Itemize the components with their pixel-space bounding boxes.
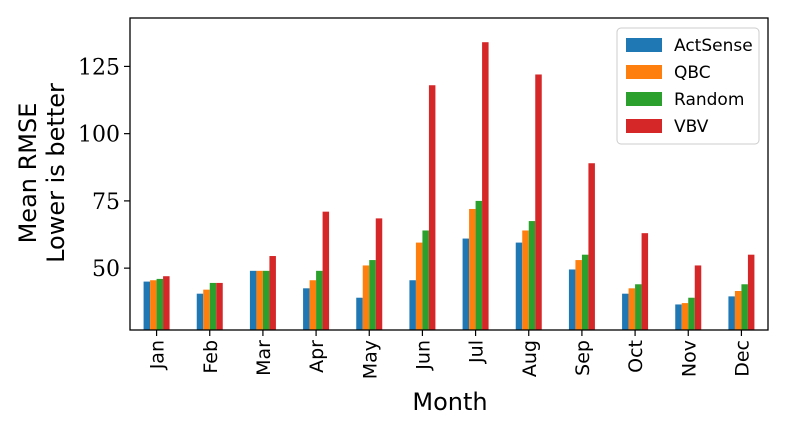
legend-swatch-actsense — [626, 38, 662, 52]
bar-vbv-oct — [641, 233, 649, 330]
bar-vbv-apr — [322, 211, 330, 330]
y-tick-label: 75 — [92, 190, 120, 215]
bar-actsense-apr — [303, 288, 310, 330]
bar-actsense-may — [356, 297, 363, 330]
x-tick-label-apr: Apr — [306, 340, 328, 373]
bar-random-mar — [262, 270, 270, 330]
bar-vbv-jun — [428, 85, 436, 331]
x-tick-label-mar: Mar — [253, 340, 275, 376]
y-tick-label: 100 — [78, 123, 120, 148]
legend-label-qbc: QBC — [674, 63, 711, 83]
x-tick-label-jul: Jul — [466, 340, 488, 364]
bar-actsense-feb — [196, 293, 204, 330]
bar-random-oct — [635, 284, 642, 330]
x-tick-label-sep: Sep — [572, 340, 594, 376]
x-tick-label-may: May — [359, 340, 381, 379]
y-axis-label-line1: Mean RMSE — [14, 103, 42, 244]
bar-qbc-jul — [469, 208, 476, 330]
x-tick-label-dec: Dec — [731, 340, 753, 377]
x-tick-label-oct: Oct — [625, 340, 647, 373]
y-tick-label: 50 — [92, 257, 120, 282]
bar-qbc-may — [362, 265, 370, 330]
plot-frame — [129, 17, 769, 331]
bar-qbc-oct — [628, 288, 636, 330]
bars-group — [143, 42, 755, 331]
x-tick-label-jan: Jan — [147, 340, 169, 370]
legend: ActSense QBC Random VBV — [616, 27, 760, 145]
bar-qbc-mar — [256, 270, 263, 330]
bar-qbc-jun — [415, 242, 423, 330]
x-axis-label: Month — [412, 388, 487, 416]
legend-label-actsense: ActSense — [674, 36, 753, 56]
x-tick-label-jun: Jun — [412, 340, 434, 371]
bar-vbv-aug — [535, 74, 542, 330]
bar-actsense-mar — [249, 270, 257, 330]
bar-random-feb — [209, 282, 217, 330]
bar-actsense-sep — [568, 269, 576, 330]
bar-actsense-oct — [622, 293, 629, 330]
bar-vbv-jan — [163, 276, 170, 330]
y-axis-label-line2: Lower is better — [42, 83, 70, 263]
legend-label-random: Random — [674, 90, 744, 110]
bar-actsense-aug — [515, 242, 523, 330]
bar-vbv-mar — [269, 256, 276, 330]
bar-vbv-sep — [588, 163, 595, 330]
bar-qbc-dec — [734, 291, 742, 330]
legend-label-vbv: VBV — [674, 117, 709, 137]
bar-random-aug — [528, 221, 536, 330]
bar-actsense-jun — [409, 280, 416, 330]
bar-actsense-dec — [728, 296, 735, 330]
y-axis: 50 75 100 125 — [78, 55, 130, 282]
x-tick-label-feb: Feb — [200, 340, 222, 374]
bar-random-may — [369, 260, 376, 330]
bar-vbv-nov — [694, 265, 702, 330]
bar-qbc-apr — [309, 280, 317, 330]
bar-vbv-jul — [482, 42, 489, 331]
bar-vbv-may — [375, 218, 383, 330]
y-tick-label: 125 — [78, 55, 120, 80]
bar-actsense-nov — [675, 304, 682, 330]
bar-random-nov — [688, 297, 695, 330]
bar-qbc-jan — [150, 280, 157, 330]
x-axis: Jan Feb Mar Apr May Jun Jul Aug Sep Oct Nov Dec — [147, 330, 753, 379]
bar-actsense-jan — [143, 281, 151, 330]
bar-random-sep — [581, 254, 589, 330]
bar-random-jan — [156, 278, 164, 330]
bar-qbc-nov — [681, 303, 689, 330]
bar-vbv-feb — [216, 282, 223, 330]
x-tick-label-aug: Aug — [519, 340, 541, 377]
bar-random-apr — [316, 270, 323, 330]
x-tick-label-nov: Nov — [678, 340, 700, 377]
legend-swatch-random — [626, 92, 662, 106]
bar-vbv-dec — [747, 254, 755, 330]
legend-box — [616, 27, 760, 145]
bar-qbc-feb — [203, 289, 210, 330]
bar-qbc-aug — [522, 230, 529, 330]
bar-qbc-sep — [575, 260, 582, 330]
bar-random-jul — [475, 200, 483, 330]
bar-actsense-jul — [462, 238, 470, 330]
legend-swatch-qbc — [626, 65, 662, 79]
bar-random-dec — [741, 284, 748, 330]
bar-random-jun — [422, 230, 429, 330]
legend-swatch-vbv — [626, 119, 662, 133]
